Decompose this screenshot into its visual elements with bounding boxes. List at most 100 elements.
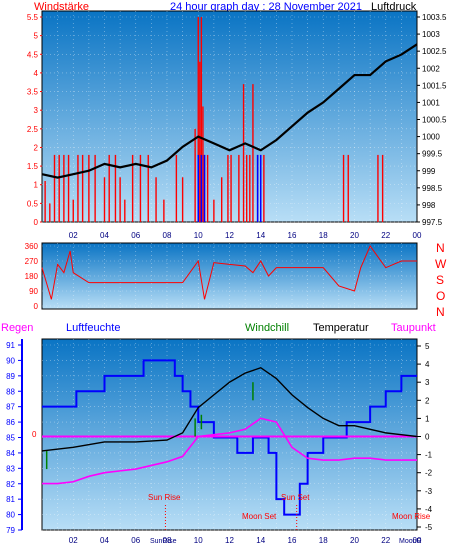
pressure-ytick-label: 999 — [422, 167, 436, 176]
wind-ytick-label: 5 — [34, 32, 39, 41]
humidity-ytick-label: 86 — [6, 418, 15, 427]
pressure-ytick-label: 1002.5 — [422, 47, 447, 56]
pressure-ytick-label: 1001 — [422, 98, 440, 107]
humidity-ytick-label: 90 — [6, 356, 15, 365]
moon-rise-label: Moon Rise — [392, 512, 431, 521]
dir-letter-n1: N — [436, 241, 445, 255]
temp-ytick-label: -4 — [425, 505, 433, 514]
dir-letter-w: W — [435, 257, 447, 271]
humidity-ytick-label: 80 — [6, 511, 15, 520]
wind-direction-letters: N W S O N — [435, 241, 447, 319]
bottom-xtick-label: 18 — [319, 536, 328, 545]
chart-title: 24 hour graph day : 28 November 2021 — [170, 1, 362, 13]
pressure-ytick-label: 1003 — [422, 30, 440, 39]
top-xtick-label: 22 — [381, 231, 390, 240]
moon-tick-label: MoonR — [399, 538, 422, 545]
bottom-xtick-label: 00 — [413, 536, 422, 545]
sun-rise-label: Sun Rise — [148, 493, 181, 502]
wind-ytick-label: 5.5 — [27, 13, 39, 22]
sun-set-label: Sun Set — [281, 493, 310, 502]
temperatur-label: Temperatur — [313, 322, 369, 334]
luftdruck-label: Luftdruck — [371, 1, 417, 13]
humidity-ytick-label: 79 — [6, 526, 15, 535]
sunrise-tick-label: SunRise — [150, 538, 177, 545]
winddir-ytick-label: 270 — [25, 257, 39, 266]
pressure-ytick-label: 1002 — [422, 64, 440, 73]
top-xtick-label: 06 — [131, 231, 140, 240]
temp-ytick-label: -1 — [425, 451, 433, 460]
top-xtick-label: 14 — [256, 231, 265, 240]
bottom-xtick-label: 02 — [69, 536, 78, 545]
wind-direction-line — [41, 244, 417, 300]
wind-ytick-label: 1 — [34, 181, 39, 190]
temp-ytick-label: 4 — [425, 360, 430, 369]
luftfeuchte-label: Luftfeuchte — [66, 322, 120, 334]
temp-ytick-label: 0 — [425, 433, 430, 442]
temp-ytick-label: -5 — [425, 523, 433, 532]
top-xtick-label: 04 — [100, 231, 109, 240]
humidity-ytick-label: 83 — [6, 464, 15, 473]
winddir-ytick-label: 0 — [34, 302, 39, 311]
humidity-ytick-label: 91 — [6, 341, 15, 350]
winddir-ytick-label: 90 — [29, 287, 38, 296]
wind-ytick-label: 0.5 — [27, 199, 39, 208]
moon-set-label: Moon Set — [242, 512, 277, 521]
bottom-xtick-label: 16 — [288, 536, 297, 545]
pressure-ytick-label: 998 — [422, 201, 436, 210]
wind-ytick-label: 0 — [34, 218, 39, 227]
humidity-ytick-label: 81 — [6, 495, 15, 504]
temp-ytick-label: -2 — [425, 469, 433, 478]
wind-ytick-label: 1.5 — [27, 162, 39, 171]
humidity-ytick-label: 85 — [6, 434, 15, 443]
temp-humidity-panel — [41, 338, 418, 531]
bottom-xtick-label: 10 — [194, 536, 203, 545]
temp-ytick-label: 2 — [425, 396, 430, 405]
grid-layer — [42, 11, 417, 531]
bottom-xtick-label: 20 — [350, 536, 359, 545]
humidity-ytick-label: 84 — [6, 449, 15, 458]
bottom-xtick-label: 22 — [381, 536, 390, 545]
top-xtick-label: 16 — [288, 231, 297, 240]
winddir-ytick-label: 360 — [25, 242, 39, 251]
windstaerke-label: Windstärke — [34, 1, 89, 13]
humidity-ytick-label: 88 — [6, 387, 15, 396]
bottom-xtick-label: 12 — [225, 536, 234, 545]
axes-layer: 0 0.5 1 1.5 2 2.5 3 3.5 4 4.5 5 5.5 997.5 998 998.5 999… — [6, 13, 447, 545]
bottom-xtick-label: 06 — [131, 536, 140, 545]
wind-ytick-label: 4.5 — [27, 50, 39, 59]
pressure-ytick-label: 1000 — [422, 133, 440, 142]
wind-ytick-label: 2.5 — [27, 125, 39, 134]
humidity-ytick-label: 89 — [6, 372, 15, 381]
bottom-xtick-label: 08 — [163, 536, 172, 545]
humidity-ytick-label: 87 — [6, 403, 15, 412]
top-xtick-label: 08 — [163, 231, 172, 240]
temp-ytick-label: 3 — [425, 378, 430, 387]
pressure-line — [41, 43, 418, 179]
dir-letter-o: O — [436, 289, 445, 303]
wind-ytick-label: 2 — [34, 143, 39, 152]
bottom-xtick-label: 04 — [100, 536, 109, 545]
bottom-xtick-label: 14 — [256, 536, 265, 545]
marks-layer — [41, 17, 418, 530]
temperature-line — [41, 366, 418, 452]
top-xtick-label: 00 — [413, 231, 422, 240]
taupunkt-label: Taupunkt — [391, 322, 436, 334]
pressure-ytick-label: 1003.5 — [422, 13, 447, 22]
rain-zero-label: 0 — [32, 430, 37, 439]
wind-pressure-panel — [41, 10, 418, 223]
wind-ytick-label: 3 — [34, 106, 39, 115]
temp-ytick-label: 5 — [425, 342, 430, 351]
top-xtick-label: 02 — [69, 231, 78, 240]
pressure-ytick-label: 998.5 — [422, 184, 443, 193]
top-xtick-label: 10 — [194, 231, 203, 240]
temp-ytick-label: 1 — [425, 414, 430, 423]
temp-ytick-label: -3 — [425, 487, 433, 496]
wind-ytick-label: 3.5 — [27, 88, 39, 97]
dir-letter-s: S — [436, 273, 444, 287]
winddir-ytick-label: 180 — [25, 272, 39, 281]
regen-label: Regen — [1, 322, 33, 334]
windchill-label: Windchill — [245, 322, 289, 334]
wind-ytick-label: 4 — [34, 69, 39, 78]
dir-letter-n2: N — [436, 305, 445, 319]
